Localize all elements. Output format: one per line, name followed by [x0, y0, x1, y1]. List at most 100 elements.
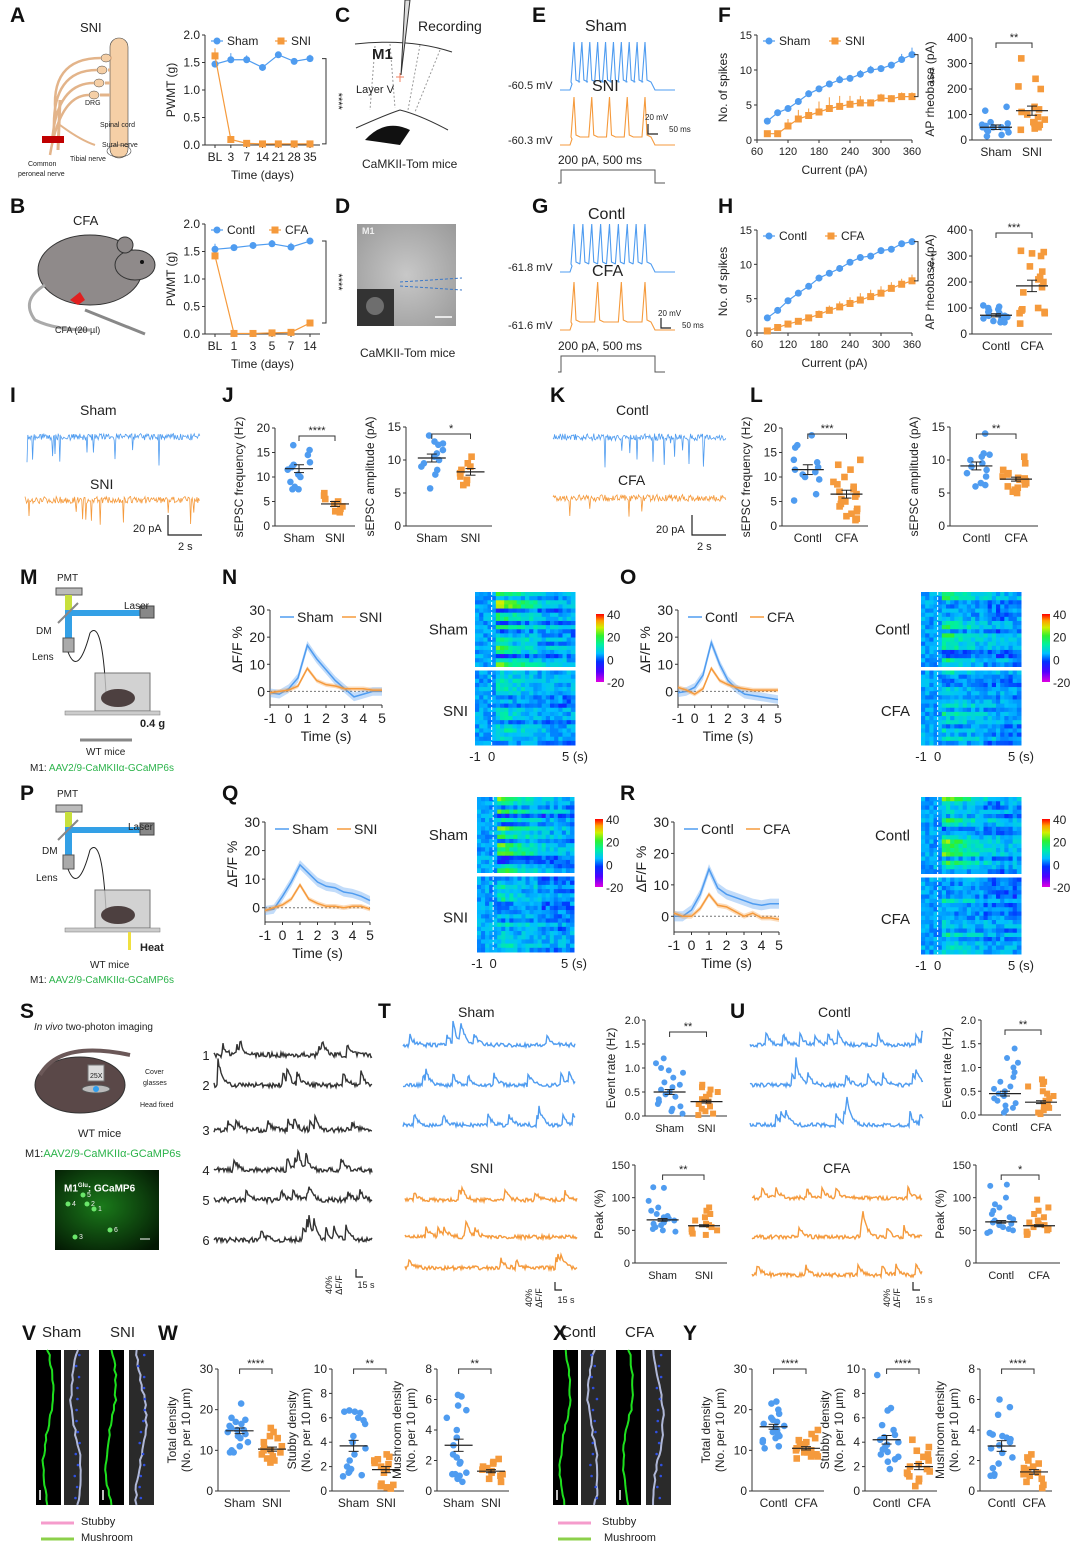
- heatmap-cell: [1004, 600, 1009, 605]
- heatmap-cell: [477, 943, 482, 949]
- heatmap-cell: [570, 736, 576, 742]
- cell-id-label: 2: [91, 1201, 95, 1208]
- x-tick-label: 4: [757, 710, 765, 726]
- heatmap-cell: [958, 860, 964, 866]
- y-tick-label: 400: [947, 223, 967, 237]
- heatmap-cell: [541, 625, 547, 630]
- heatmap-cell: [481, 939, 486, 945]
- heatmap-cell: [512, 645, 518, 651]
- heatmap-cell: [569, 843, 575, 848]
- inflamed-paw: [70, 292, 85, 305]
- heatmap-cell: [497, 843, 502, 848]
- heatmap-cell: [971, 662, 976, 667]
- heatmap-cell: [545, 910, 551, 915]
- heatmap-cell: [1004, 809, 1009, 815]
- y-tick-label: 30: [200, 1362, 214, 1376]
- heatmap-cell: [925, 822, 930, 828]
- heatmap-cell: [1000, 856, 1005, 862]
- heatmap-cell: [491, 633, 497, 639]
- optical-fiber: [67, 847, 107, 911]
- heatmap-cell: [991, 612, 997, 618]
- heatmap-cell: [479, 687, 484, 692]
- data-point: [658, 1086, 665, 1093]
- heatmap-cell: [975, 604, 980, 610]
- heatmap-cell: [570, 641, 576, 647]
- heatmap-cell: [996, 886, 1001, 891]
- data-point: [237, 1400, 245, 1407]
- heatmap-cell: [987, 604, 993, 610]
- mesh-floor: [64, 927, 161, 933]
- heatmap-cell: [983, 814, 989, 819]
- heatmap-cell: [971, 809, 976, 815]
- heatmap-cell: [529, 645, 534, 651]
- heatmap-cell: [983, 711, 989, 717]
- heatmap-cell: [483, 662, 488, 667]
- heatmap-cell: [975, 654, 980, 659]
- colorbar-label: 0: [1053, 858, 1060, 872]
- heatmap-cell: [1008, 826, 1014, 832]
- heatmap-cell: [501, 817, 506, 823]
- heatmap-cell: [929, 600, 934, 605]
- heatmap-cell: [521, 809, 526, 815]
- data-point: [1034, 304, 1042, 312]
- heatmap-cell: [979, 886, 984, 891]
- heatmap-cell: [508, 691, 513, 696]
- data-point: [1002, 1194, 1009, 1201]
- heatmap-cell: [954, 662, 959, 667]
- heatmap-cell: [550, 674, 555, 680]
- heatmap-cell: [517, 813, 522, 819]
- spine-marker: [658, 1397, 662, 1401]
- significance-stars: ****: [781, 1358, 799, 1370]
- heatmap-cell: [489, 855, 494, 861]
- heatmap-cell: [941, 707, 947, 713]
- heatmap-cell: [520, 649, 526, 655]
- heatmap-cell: [529, 826, 535, 832]
- heatmap-cell: [962, 903, 968, 908]
- heatmap-cell: [545, 918, 551, 924]
- heatmap-cell: [1016, 662, 1022, 667]
- heatmap-cell: [933, 839, 939, 845]
- heatmap-cell: [491, 654, 497, 659]
- data-point: [258, 1451, 266, 1458]
- y-tick-label: 2.0: [625, 1015, 640, 1027]
- heatmap-cell: [491, 616, 497, 622]
- heatmap-cell: [933, 604, 939, 610]
- heatmap-cell: [505, 926, 510, 932]
- heatmap-cell: [1016, 736, 1022, 742]
- y-tick-label: 20: [244, 843, 260, 859]
- x-tick-label: 1: [705, 937, 713, 953]
- heatmap-cell: [1004, 699, 1009, 705]
- significance-bracket: [886, 1368, 920, 1374]
- heatmap-cell: [954, 703, 959, 709]
- heatmap-cell: [557, 931, 563, 936]
- heatmap-cell: [565, 855, 571, 861]
- heatmap-cell: [937, 886, 943, 891]
- heatmap-cell: [504, 641, 509, 647]
- heatmap-cell: [561, 889, 567, 894]
- heatmap-cell: [549, 926, 555, 932]
- heatmap-cell: [996, 654, 1001, 659]
- heatmap-cell: [946, 924, 951, 929]
- y-tick-label: 15: [388, 420, 402, 434]
- heatmap-cell: [495, 670, 501, 676]
- heatmap-cell: [509, 884, 514, 890]
- spine-marker: [143, 1408, 146, 1412]
- heatmap-cell: [937, 835, 943, 840]
- heatmap-cell: [937, 911, 943, 917]
- heatmap-cell: [933, 625, 939, 630]
- data-point: [669, 1084, 676, 1091]
- heatmap-cell: [500, 608, 505, 614]
- heatmap-cell: [1008, 881, 1014, 887]
- data-point: [277, 1449, 284, 1456]
- heatmap-cell: [921, 928, 926, 934]
- heatmap-cell: [493, 847, 498, 853]
- heatmap-cell: [946, 596, 951, 601]
- data-point: [898, 93, 906, 101]
- heatmap-cell: [509, 939, 514, 945]
- heatmap-cell: [966, 805, 972, 811]
- heatmap-cell: [971, 928, 976, 934]
- heatmap-cell: [962, 629, 968, 634]
- heatmap-cell: [554, 707, 559, 713]
- heatmap-cell: [996, 911, 1001, 917]
- legend-label: SNI: [359, 609, 382, 625]
